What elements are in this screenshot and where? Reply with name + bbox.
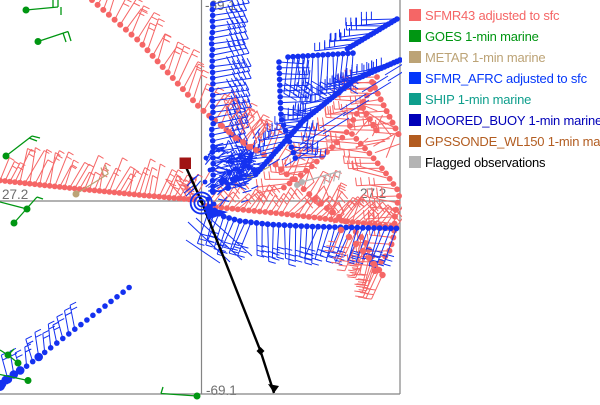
svg-text:METAR 1-min marine: METAR 1-min marine: [425, 50, 545, 65]
svg-text:SHIP 1-min marine: SHIP 1-min marine: [425, 92, 531, 107]
svg-text:GOES 1-min marine: GOES 1-min marine: [425, 29, 539, 44]
svg-text:Flagged observations: Flagged observations: [425, 155, 546, 170]
svg-text:MOORED_BUOY 1-min marine: MOORED_BUOY 1-min marine: [425, 113, 600, 128]
svg-text:27.2: 27.2: [2, 187, 28, 202]
svg-text:SFMR43 adjusted to sfc: SFMR43 adjusted to sfc: [425, 8, 560, 23]
svg-text:-69.1: -69.1: [206, 383, 237, 398]
svg-text:SFMR_AFRC adjusted to sfc: SFMR_AFRC adjusted to sfc: [425, 71, 588, 86]
svg-text:GPSSONDE_WL150 1-min marine: GPSSONDE_WL150 1-min marine: [425, 134, 600, 149]
